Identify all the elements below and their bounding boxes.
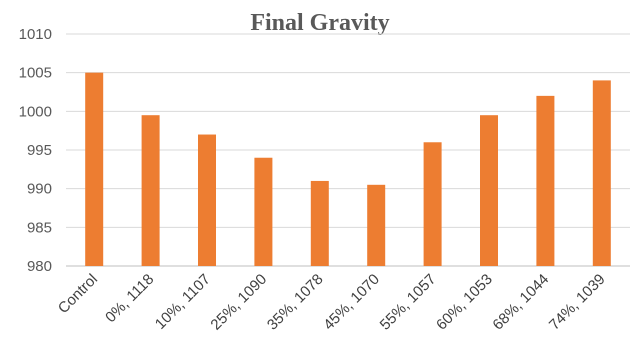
- bar: [592, 80, 611, 267]
- x-category-label: 35%, 1078: [264, 271, 327, 334]
- bar: [85, 72, 104, 267]
- bar: [367, 184, 386, 266]
- y-tick-label: 1000: [19, 103, 52, 120]
- bar: [254, 157, 273, 266]
- bar: [141, 115, 160, 266]
- y-tick-label: 1005: [19, 65, 52, 82]
- chart-title: Final Gravity: [250, 10, 389, 36]
- bar: [536, 95, 555, 266]
- grid-lines: [66, 33, 630, 267]
- y-tick-label: 990: [27, 181, 52, 198]
- x-category-label: 60%, 1053: [433, 271, 496, 334]
- bar: [423, 142, 442, 266]
- bars: [85, 72, 611, 267]
- x-category-label: 25%, 1090: [207, 271, 270, 334]
- x-category-label: 74%, 1039: [546, 271, 609, 334]
- bar: [480, 115, 498, 266]
- x-category-label: 55%, 1057: [377, 271, 440, 334]
- y-tick-label: 985: [27, 219, 52, 236]
- x-category-label: 68%, 1044: [489, 271, 552, 334]
- y-tick-label: 980: [27, 258, 52, 275]
- x-category-label: 45%, 1070: [320, 271, 383, 334]
- x-category-label: 0%, 1118: [102, 271, 157, 326]
- x-category-label: 10%, 1107: [152, 271, 214, 333]
- bar: [198, 134, 216, 266]
- y-tick-label: 1010: [19, 26, 52, 43]
- bar: [310, 180, 329, 266]
- y-tick-label: 995: [27, 142, 52, 159]
- y-axis-tick-labels: 980 985 990 995 1000 1005 1010: [19, 26, 52, 275]
- x-category-label: Control: [55, 271, 101, 317]
